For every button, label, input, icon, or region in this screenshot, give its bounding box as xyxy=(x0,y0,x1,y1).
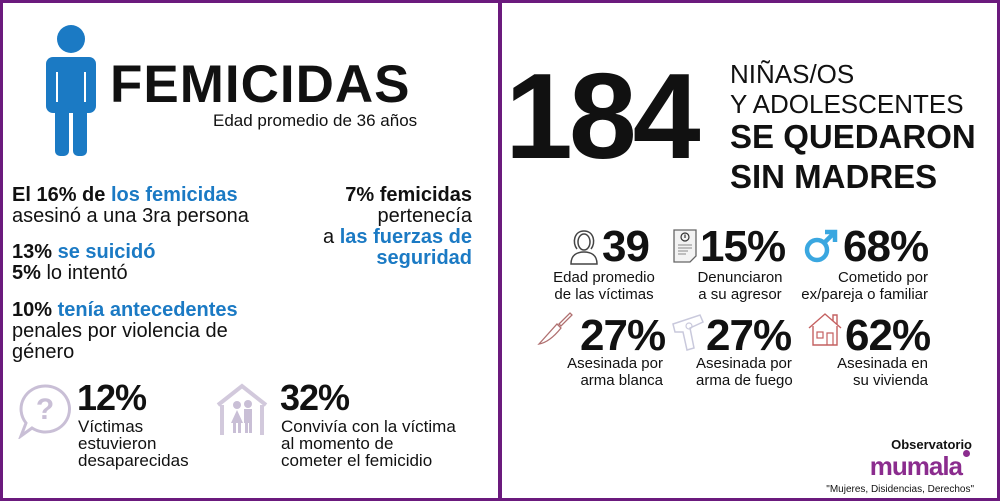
stat-home-value: 62% xyxy=(845,311,931,360)
orphans-heading-1: NIÑAS/OS xyxy=(730,59,855,89)
orphans-heading-3: SE QUEDARON xyxy=(730,118,976,155)
person-icon xyxy=(46,25,96,156)
stat-records-text: penales por violencia de xyxy=(12,320,228,342)
svg-text:?: ? xyxy=(36,393,54,426)
stat-cohabit-label3: cometer el femicidio xyxy=(281,451,433,470)
orphans-heading-4: SIN MADRES xyxy=(730,158,938,195)
woman-icon xyxy=(570,230,598,265)
stat-security-text2: a las fuerzas de xyxy=(323,226,472,248)
stat-disappeared-label2: estuvieron xyxy=(78,434,157,453)
stat-cohabit-value: 32% xyxy=(280,377,350,418)
logo-dot xyxy=(963,450,970,457)
question-bubble-icon: ? xyxy=(18,384,71,439)
stat-security-text: pertenecía xyxy=(377,205,472,227)
stat-disappeared-label3: desaparecidas xyxy=(78,451,189,470)
stat-reported-value: 15% xyxy=(700,222,786,271)
stat-third-person-text: asesinó a una 3ra persona xyxy=(12,205,249,227)
knife-icon xyxy=(537,312,573,345)
stat-records-text2: género xyxy=(12,341,75,363)
stat-cohabit-label2: al momento de xyxy=(281,434,394,453)
stat-third-person: El 16% de los femicidas xyxy=(12,184,238,206)
mumala-logo: mumala xyxy=(869,451,963,481)
observatorio-label: Observatorio xyxy=(891,437,972,452)
gun-icon xyxy=(672,314,704,351)
orphans-number: 184 xyxy=(505,48,701,184)
stat-security: 7% femicidas xyxy=(345,184,472,206)
stat-gun-label: Asesinada por arma de fuego xyxy=(696,355,793,389)
male-icon xyxy=(804,229,838,263)
stat-partner-value: 68% xyxy=(843,222,929,271)
stat-disappeared-value: 12% xyxy=(77,377,147,418)
house-icon xyxy=(808,313,842,346)
stat-age-label: Edad promedio de las víctimas xyxy=(553,269,655,303)
stat-partner-label: Cometido por ex/pareja o familiar xyxy=(801,269,928,303)
stat-reported-label: Denunciaron a su agresor xyxy=(697,269,783,303)
house-family-icon xyxy=(216,383,268,435)
page-subtitle: Edad promedio de 36 años xyxy=(213,111,418,130)
stat-home-label: Asesinada en su vivienda xyxy=(837,355,928,389)
stat-age-value: 39 xyxy=(602,222,650,271)
stat-knife-label: Asesinada por arma blanca xyxy=(567,355,663,389)
stat-knife-value: 27% xyxy=(580,311,666,360)
panel-divider xyxy=(498,0,502,501)
document-icon xyxy=(673,229,697,263)
stat-disappeared-label: Víctimas xyxy=(78,417,144,436)
stat-cohabit-label: Convivía con la víctima xyxy=(281,417,456,436)
orphans-heading-2: Y ADOLESCENTES xyxy=(730,89,964,119)
stat-attempt: 5% lo intentó xyxy=(12,262,128,284)
tagline: "Mujeres, Disidencias, Derechos" xyxy=(826,484,974,495)
stat-suicide: 13% se suicidó xyxy=(12,241,156,263)
stat-security-text3: seguridad xyxy=(376,247,472,269)
stat-records: 10% tenía antecedentes xyxy=(12,299,238,321)
page-title: FEMICIDAS xyxy=(110,55,411,114)
stat-gun-value: 27% xyxy=(706,311,792,360)
